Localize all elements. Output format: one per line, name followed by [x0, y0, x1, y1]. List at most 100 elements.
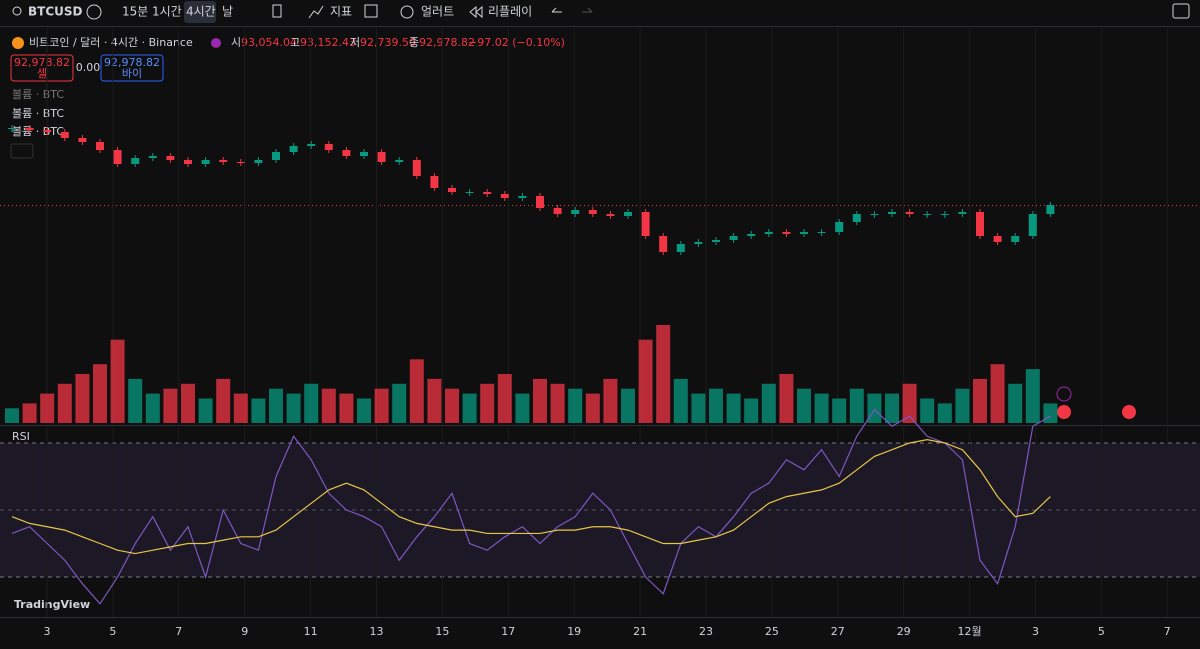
volume-label: 볼륨 · BTC — [12, 88, 64, 101]
candle — [976, 212, 984, 236]
replay-icon[interactable] — [469, 5, 483, 19]
candle — [219, 160, 228, 162]
x-tick-label: 3 — [44, 625, 51, 638]
rsi-label: RSI — [12, 430, 30, 443]
collapse-button[interactable] — [10, 143, 34, 159]
candle — [606, 214, 615, 216]
fullscreen[interactable] — [1172, 3, 1190, 19]
candle — [96, 142, 104, 150]
x-tick-label: 9 — [241, 625, 248, 638]
volume-bar — [638, 339, 653, 423]
volume-bar — [181, 383, 195, 423]
sell-price[interactable]: 92,978.82 — [14, 56, 70, 69]
volume-bar — [22, 403, 37, 423]
volume-bar — [744, 398, 759, 423]
undo[interactable] — [551, 7, 562, 13]
chart-type-icon[interactable] — [272, 4, 282, 18]
change: −97.02 (−0.10%) — [468, 36, 565, 49]
add-symbol[interactable] — [86, 4, 102, 20]
sell-button[interactable] — [10, 54, 74, 82]
interval[interactable]: 15분 — [122, 5, 148, 19]
candle — [923, 214, 932, 215]
x-tick-label: 5 — [109, 625, 116, 638]
candle — [518, 196, 527, 198]
indicators-icon[interactable] — [308, 5, 324, 19]
candle — [236, 162, 245, 163]
x-tick-label: 27 — [831, 625, 845, 638]
ohlc-value: 92,739.50 — [360, 36, 416, 49]
volume-bar — [304, 383, 319, 423]
interval[interactable]: 4시간 — [186, 5, 216, 19]
ohlc-label: 종 — [409, 36, 419, 49]
x-tick-label: 23 — [699, 625, 713, 638]
rsi-line — [11, 408, 1051, 605]
ohlc-label: 고 — [290, 36, 300, 49]
buy-label[interactable]: 바이 — [122, 67, 142, 80]
candle — [448, 188, 456, 192]
volume-bar — [374, 388, 389, 423]
volume-bar — [198, 398, 213, 423]
x-tick-label: 13 — [370, 625, 384, 638]
volume-bar — [709, 388, 723, 423]
candle — [958, 212, 967, 214]
volume-bar — [128, 378, 143, 423]
candle — [254, 160, 263, 163]
volume-bar — [392, 383, 407, 423]
volume-bar — [321, 388, 336, 423]
candle — [395, 160, 404, 162]
candle — [307, 144, 316, 146]
volume-bar — [251, 398, 266, 423]
candle — [377, 152, 386, 162]
event-icon[interactable] — [1056, 386, 1072, 402]
candle — [835, 222, 844, 232]
layout-icon[interactable] — [364, 4, 378, 18]
volume-label: 볼륨 · BTC — [12, 107, 64, 120]
alert-icon[interactable] — [400, 5, 414, 19]
x-tick-label: 29 — [897, 625, 911, 638]
volume-bar — [57, 383, 72, 423]
legend-title: 비트코인 / 달러 · 4시간 · Binance — [29, 36, 193, 49]
candle — [8, 128, 16, 129]
volume-bar — [497, 374, 512, 423]
market-status — [211, 38, 221, 48]
redo[interactable] — [582, 7, 593, 13]
alert[interactable]: 얼러트 — [421, 5, 454, 19]
volume-bar — [656, 325, 671, 423]
interval[interactable]: 1시간 — [152, 5, 182, 19]
search-icon[interactable] — [12, 6, 22, 16]
candle — [483, 192, 492, 194]
candle — [571, 210, 580, 214]
active-interval-bg — [184, 1, 216, 23]
volume-bar — [832, 398, 847, 423]
volume-bar — [990, 364, 1005, 423]
candle — [342, 150, 351, 156]
candle — [60, 132, 69, 138]
coin-icon — [12, 37, 24, 49]
buy-button[interactable] — [100, 54, 164, 82]
indicators[interactable]: 지표 — [330, 5, 352, 19]
volume-bar — [726, 393, 741, 423]
replay[interactable]: 리플레이 — [488, 5, 532, 19]
candle — [870, 214, 879, 215]
x-tick-label: 5 — [1098, 625, 1105, 638]
buy-price[interactable]: 92,978.82 — [104, 56, 160, 69]
volume-bar — [673, 378, 688, 423]
volume-bar — [1025, 369, 1040, 423]
interval[interactable]: 날 — [222, 5, 233, 19]
candle — [131, 158, 140, 164]
candle — [1011, 236, 1020, 242]
event-icon[interactable] — [1057, 405, 1071, 419]
volume-bar — [75, 374, 90, 423]
candle — [729, 236, 738, 240]
symbol[interactable]: BTCUSD — [28, 5, 83, 19]
candle — [430, 176, 439, 188]
volume-bar — [427, 378, 442, 423]
candle — [764, 232, 773, 234]
candle — [553, 208, 562, 214]
spread: 0.00 — [76, 61, 101, 74]
volume-bar — [1008, 383, 1023, 423]
ohlc-value: 93,152.43 — [300, 36, 356, 49]
candle — [888, 212, 896, 214]
event-icon[interactable] — [1122, 405, 1136, 419]
sell-label[interactable]: 셀 — [37, 67, 47, 80]
